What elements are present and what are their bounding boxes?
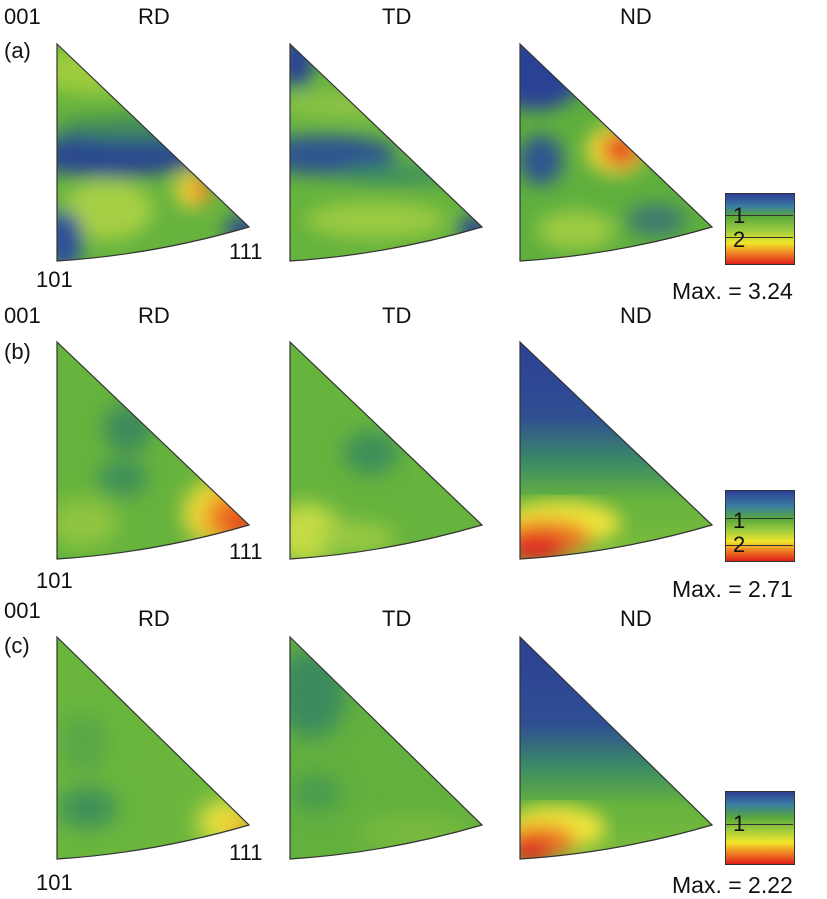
- pole-111-label: 111: [229, 239, 263, 264]
- color-legend-a: 1 2: [725, 193, 795, 265]
- ipf-map-c-td: [289, 635, 484, 860]
- legend-tick-line: [725, 518, 793, 519]
- ipf-map-b-td: [289, 340, 484, 560]
- legend-tick-label: 1: [733, 508, 746, 533]
- col-header-nd: ND: [620, 4, 652, 29]
- pole-111-label: 111: [229, 840, 263, 865]
- max-value-a: Max. = 3.24: [672, 278, 793, 304]
- color-legend-b: 1 2: [725, 490, 795, 562]
- legend-bar: [725, 791, 795, 865]
- legend-tick-line: [725, 215, 793, 216]
- pole-111-label: 111: [229, 539, 263, 564]
- legend-tick-label: 2: [733, 227, 746, 252]
- legend-bar: [725, 490, 795, 562]
- ipf-map-a-nd: [519, 42, 714, 262]
- max-value-b: Max. = 2.71: [672, 576, 793, 602]
- ipf-map-c-rd: [56, 635, 251, 860]
- legend-tick-line: [725, 824, 793, 825]
- legend-tick-label: 2: [733, 532, 746, 557]
- pole-101-label: 101: [36, 568, 73, 593]
- col-header-td: TD: [382, 4, 412, 29]
- col-header-rd: RD: [138, 4, 170, 29]
- row-tag-b: (b): [4, 339, 31, 364]
- col-header-nd: ND: [620, 606, 652, 631]
- col-header-rd: RD: [138, 606, 170, 631]
- row-tag-a: (a): [4, 38, 31, 63]
- color-legend-c: 1: [725, 791, 795, 865]
- ipf-map-a-rd: [56, 42, 251, 262]
- pole-101-label: 101: [36, 870, 73, 895]
- col-header-rd: RD: [138, 303, 170, 328]
- legend-tick-label: 1: [733, 203, 746, 228]
- col-header-nd: ND: [620, 303, 652, 328]
- max-value-c: Max. = 2.22: [672, 872, 793, 898]
- legend-tick-line: [725, 237, 793, 238]
- col-header-td: TD: [382, 606, 412, 631]
- legend-tick-line: [725, 545, 793, 546]
- legend-bar: [725, 193, 795, 265]
- pole-001-label: 001: [4, 303, 41, 328]
- ipf-map-b-rd: [56, 340, 251, 560]
- pole-001-label: 001: [4, 598, 41, 623]
- row-tag-c: (c): [4, 633, 30, 658]
- pole-101-label: 101: [36, 267, 73, 292]
- pole-001-label: 001: [4, 4, 41, 29]
- ipf-map-c-nd: [519, 635, 714, 860]
- ipf-map-a-td: [289, 42, 484, 262]
- ipf-map-b-nd: [519, 340, 714, 560]
- legend-tick-label: 1: [733, 811, 746, 836]
- col-header-td: TD: [382, 303, 412, 328]
